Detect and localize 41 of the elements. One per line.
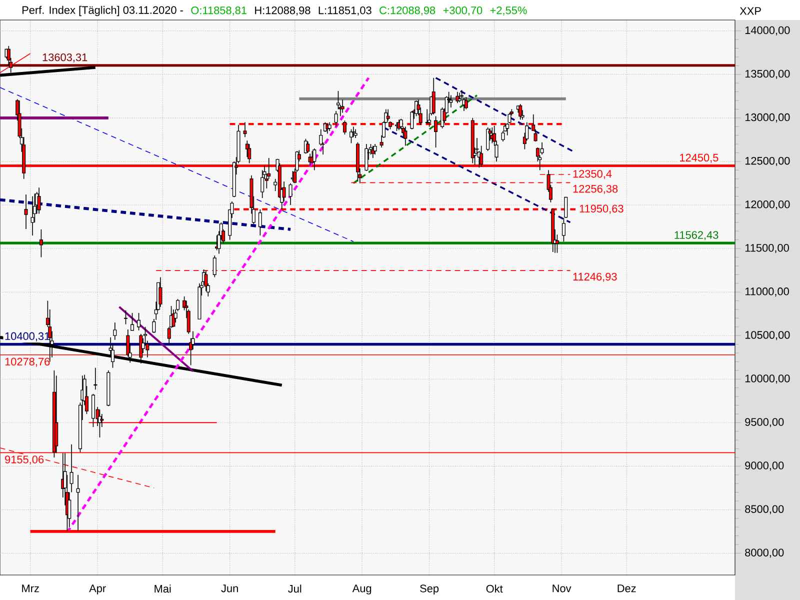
y-tick-label: 14000,00: [745, 26, 790, 36]
y-tick-label: 13500,00: [745, 70, 790, 79]
x-tick-label: Jul: [288, 584, 302, 593]
chart-title: Perf. Index [Täglich] 03.11.2020 -: [22, 6, 183, 16]
ref-line-label: 13603,31: [42, 53, 88, 62]
text: +2,55%: [490, 6, 527, 16]
ref-line-label: 10400,31: [5, 332, 50, 342]
x-tick-label: Mai: [154, 584, 171, 593]
y-tick-label: 8500,00: [745, 505, 784, 514]
y-tick-label: 11500,00: [745, 244, 789, 254]
y-tick-label: 10000,00: [745, 374, 790, 384]
y-tick-label: 12500,00: [745, 156, 790, 166]
text: C:12088,98: [380, 6, 436, 16]
y-tick-label: 12000,00: [745, 200, 790, 210]
y-tick-label: 8000,00: [745, 548, 784, 558]
x-tick-label: Okt: [486, 584, 503, 593]
y-tick-label: 11000,00: [745, 288, 789, 297]
series-label: 11950,63: [580, 204, 624, 214]
text: H:12088,98: [255, 6, 310, 16]
ref-line-label: 10278,76: [5, 358, 50, 367]
ref-line-label: 11562,43: [674, 231, 718, 240]
y-tick-label: 9500,00: [745, 418, 784, 428]
y-axis-title: XXP: [740, 7, 761, 15]
x-tick-label: Nov: [552, 584, 572, 592]
ref-line-label: 12450,5: [680, 154, 718, 163]
x-tick-label: Mrz: [22, 584, 39, 592]
x-tick-label: Dez: [618, 584, 636, 592]
y-tick-label: 9000,00: [745, 462, 784, 471]
ref-line-label: 9155,06: [5, 456, 44, 465]
x-tick-label: Jun: [221, 584, 238, 592]
text: O:11858,81: [191, 6, 246, 16]
series-label: 11246,93: [573, 272, 617, 282]
series-label: 12256,38: [573, 184, 618, 194]
y-tick-label: 10500,00: [745, 331, 790, 340]
x-tick-label: Aug: [352, 584, 372, 594]
text: +300,70: [443, 6, 482, 16]
text: L:11851,03: [318, 6, 372, 16]
series-label: 12350,4: [573, 170, 612, 180]
x-tick-label: Apr: [89, 584, 106, 594]
y-tick-label: 13000,00: [745, 113, 790, 122]
x-tick-label: Sep: [420, 584, 439, 595]
